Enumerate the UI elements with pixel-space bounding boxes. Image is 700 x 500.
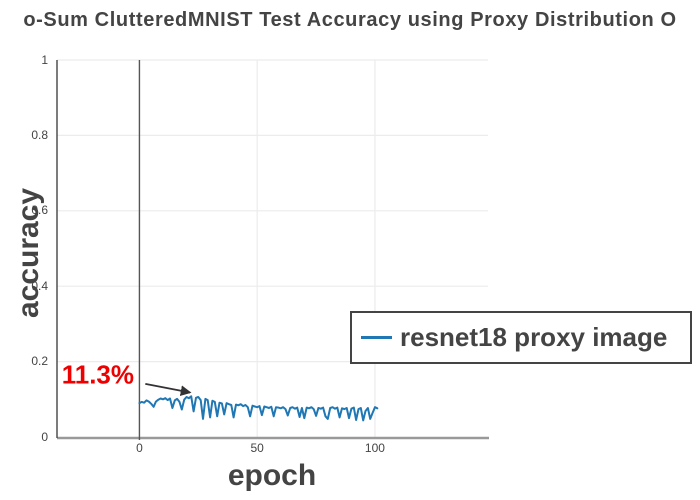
annotation-arrow bbox=[145, 382, 192, 397]
series-line bbox=[138, 395, 379, 422]
annotation-label: 11.3% bbox=[61, 359, 134, 390]
x-tick-label: 50 bbox=[250, 441, 264, 455]
legend[interactable]: resnet18 proxy image bbox=[350, 311, 692, 364]
y-tick-label: 0.8 bbox=[31, 127, 48, 142]
y-tick-label: 0.4 bbox=[31, 278, 48, 293]
x-tick-label: 100 bbox=[364, 441, 385, 455]
x-tick-label: 0 bbox=[136, 441, 143, 455]
y-tick-label: 0.2 bbox=[31, 354, 48, 369]
y-tick-label: 1 bbox=[41, 52, 48, 67]
y-tick-label: 0 bbox=[41, 429, 48, 444]
legend-line-sample-icon bbox=[361, 336, 392, 339]
x-axis-title: epoch bbox=[227, 459, 317, 492]
chart-title: o-Sum ClutteredMNIST Test Accuracy using… bbox=[23, 9, 677, 31]
y-tick-label: 0.6 bbox=[31, 203, 48, 218]
legend-entry-label: resnet18 proxy image bbox=[400, 322, 668, 352]
y-axis-title: accuracy bbox=[12, 187, 45, 319]
